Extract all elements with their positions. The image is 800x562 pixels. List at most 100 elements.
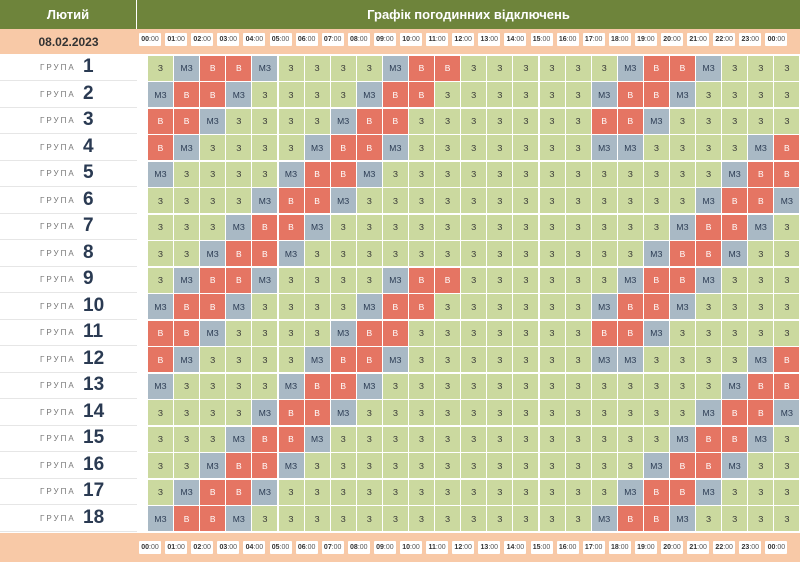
schedule-cell-z: З	[382, 373, 408, 399]
schedule-cell-z: З	[539, 241, 565, 266]
group-number: 3	[83, 109, 94, 130]
schedule-cell-z: З	[200, 188, 226, 213]
schedule-cell-z: З	[330, 426, 356, 452]
hour-tick-top: 17:00	[582, 33, 605, 46]
schedule-cell-mz: МЗ	[330, 108, 356, 134]
hour-tick-top: 13:00	[478, 33, 501, 46]
schedule-cell-z: З	[539, 453, 565, 478]
schedule-cell-z: З	[226, 135, 252, 160]
hour-tick-top: 07:00	[321, 33, 344, 46]
schedule-cell-z: З	[356, 188, 382, 213]
group-label: ГРУПА 7	[0, 214, 137, 240]
schedule-cell-v: В	[722, 188, 748, 213]
schedule-cell-z: З	[461, 479, 487, 505]
group-word: ГРУПА	[40, 222, 76, 231]
group-number: 12	[83, 347, 105, 369]
schedule-cell-z: З	[356, 55, 382, 81]
schedule-cell-v: В	[148, 320, 173, 346]
hour-tick-bottom: 14:00	[504, 541, 527, 554]
schedule-cell-mz: МЗ	[617, 479, 643, 505]
schedule-cell-v: В	[670, 241, 695, 266]
schedule-cell-z: З	[487, 373, 513, 399]
schedule-cell-v: В	[617, 320, 643, 346]
schedule-cell-mz: МЗ	[643, 108, 669, 134]
schedule-cell-z: З	[539, 320, 565, 346]
schedule-cell-z: З	[774, 479, 800, 505]
group-label: ГРУПА 17	[0, 479, 137, 505]
schedule-cell-mz: МЗ	[382, 267, 408, 293]
schedule-cell-z: З	[409, 135, 434, 160]
schedule-cell-z: З	[722, 506, 748, 531]
schedule-cell-v: В	[226, 241, 252, 266]
schedule-cell-z: З	[435, 320, 461, 346]
group-word: ГРУПА	[40, 460, 76, 470]
schedule-cell-mz: МЗ	[356, 294, 382, 319]
schedule-cell-mz: МЗ	[591, 294, 617, 319]
schedule-cell-z: З	[148, 453, 173, 478]
schedule-cell-z: З	[226, 373, 252, 399]
schedule-cell-z: З	[409, 320, 434, 346]
schedule-cell-mz: МЗ	[670, 294, 695, 319]
hour-tick-bottom: 00:00	[139, 541, 161, 554]
schedule-cell-z: З	[565, 320, 591, 346]
schedule-cell-mz: МЗ	[591, 82, 617, 107]
schedule-cell-z: З	[696, 506, 722, 531]
schedule-cell-z: З	[643, 347, 669, 372]
schedule-cell-z: З	[278, 82, 304, 107]
schedule-cell-v: В	[330, 135, 356, 160]
schedule-cell-mz: МЗ	[696, 55, 722, 81]
schedule-cell-z: З	[174, 400, 200, 425]
schedule-cell-z: З	[409, 373, 434, 399]
hour-tick-bottom: 18:00	[608, 541, 631, 554]
schedule-cell-mz: МЗ	[252, 267, 278, 293]
schedule-cell-z: З	[226, 188, 252, 213]
group-word: ГРУПА	[40, 169, 76, 178]
schedule-cell-z: З	[539, 347, 565, 372]
schedule-cell-mz: МЗ	[617, 267, 643, 293]
schedule-cell-z: З	[670, 188, 695, 213]
schedule-cell-v: В	[748, 400, 774, 425]
schedule-cell-z: З	[252, 161, 278, 187]
group-number: 9	[83, 268, 94, 289]
group-word: ГРУПА	[40, 434, 76, 443]
schedule-cell-z: З	[643, 373, 669, 399]
hour-tick-bottom: 13:00	[478, 541, 501, 554]
schedule-cell-z: З	[591, 241, 617, 266]
schedule-cell-z: З	[670, 400, 695, 425]
schedule-cell-z: З	[409, 479, 434, 505]
schedule-cell-mz: МЗ	[591, 347, 617, 372]
schedule-cell-z: З	[382, 241, 408, 266]
hour-tick-top: 20:00	[661, 33, 683, 46]
schedule-cell-z: З	[643, 426, 669, 452]
schedule-cell-mz: МЗ	[226, 426, 252, 452]
schedule-cell-mz: МЗ	[148, 161, 173, 187]
schedule-cell-z: З	[487, 135, 513, 160]
schedule-cell-z: З	[565, 241, 591, 266]
schedule-cell-v: В	[174, 82, 200, 107]
schedule-cell-z: З	[513, 373, 539, 399]
schedule-cell-v: В	[696, 426, 722, 452]
schedule-cell-z: З	[487, 241, 513, 266]
schedule-cell-z: З	[304, 241, 330, 266]
schedule-cell-z: З	[539, 55, 565, 81]
schedule-cell-mz: МЗ	[591, 135, 617, 160]
schedule-cell-z: З	[174, 214, 200, 240]
schedule-cell-z: З	[461, 161, 487, 187]
hour-tick-top: 10:00	[400, 33, 422, 46]
schedule-cell-z: З	[513, 506, 539, 531]
schedule-cell-z: З	[435, 108, 461, 134]
hour-tick-top: 22:00	[713, 33, 736, 46]
group-label: ГРУПА 15	[0, 426, 137, 452]
hour-tick-top: 00:00	[139, 33, 161, 46]
schedule-cell-z: З	[487, 347, 513, 372]
schedule-cell-z: З	[565, 188, 591, 213]
schedule-cell-v: В	[774, 373, 800, 399]
hour-tick-bottom: 10:00	[400, 541, 422, 554]
group-word: ГРУПА	[40, 63, 76, 72]
group-number: 5	[83, 162, 94, 183]
schedule-cell-z: З	[148, 426, 173, 452]
schedule-cell-mz: МЗ	[617, 55, 643, 81]
schedule-cell-z: З	[252, 135, 278, 160]
schedule-cell-mz: МЗ	[200, 108, 226, 134]
schedule-cell-v: В	[174, 320, 200, 346]
